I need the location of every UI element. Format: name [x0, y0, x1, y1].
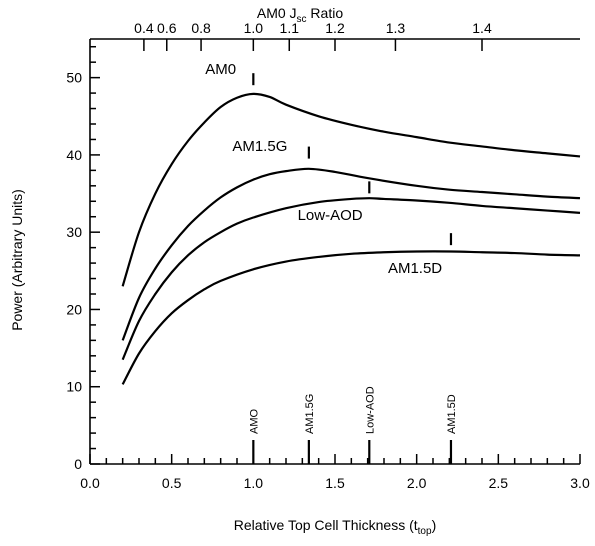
y-tick-label: 0: [74, 456, 82, 472]
y-tick-label: 40: [66, 147, 82, 163]
y-tick-label: 20: [66, 301, 82, 317]
x-tick-label: 2.0: [407, 475, 427, 491]
bottom-marker-label: AM1.5G: [304, 394, 316, 434]
series-label-am0: AM0: [205, 61, 236, 78]
y-tick-label: 50: [66, 70, 82, 86]
series-line-am1-5d: [121, 250, 581, 385]
y-tick-label: 30: [66, 224, 82, 240]
top-axis-title: AM0 Jsc Ratio: [257, 5, 343, 25]
series-label-am1-5g: AM1.5G: [232, 138, 287, 155]
top-tick-label: 1.2: [325, 20, 345, 36]
plot-frame: [89, 38, 580, 465]
y-axis-title: Power (Arbitrary Units): [9, 189, 25, 331]
top-tick-label: 0.8: [191, 20, 211, 36]
top-tick-label: 0.6: [157, 20, 177, 36]
y-axis-ticks: 0 10 20 30 40 50: [66, 45, 100, 472]
x-tick-label: 0.5: [162, 475, 182, 491]
x-tick-label: 2.5: [489, 475, 509, 491]
series-label-low-aod: Low-AOD: [298, 207, 363, 224]
x-tick-label: 1.0: [244, 475, 264, 491]
x-axis-title: Relative Top Cell Thickness (ttop): [234, 517, 436, 537]
series-line-low-aod: [121, 197, 581, 361]
bottom-marker-label: Low-AOD: [364, 386, 376, 434]
x-tick-label: 3.0: [570, 475, 590, 491]
top-tick-label: 1.4: [472, 20, 492, 36]
bottom-marker-label: AMO: [248, 409, 260, 435]
top-tick-label: 1.0: [244, 20, 264, 36]
top-tick-label: 0.4: [134, 20, 154, 36]
series-label-am1-5d: AM1.5D: [388, 260, 442, 277]
bottom-markers: AMO AM1.5G Low-AOD AM1.5D: [248, 386, 458, 464]
bottom-marker-label: AM1.5D: [446, 394, 458, 434]
x-axis-ticks: 0.0 0.5 1.0 1.5 2.0 2.5 3.0: [80, 454, 590, 491]
series-lines: AM0 AM1.5G Low-AOD AM1.5D: [121, 61, 581, 385]
y-tick-label: 10: [66, 379, 82, 395]
top-tick-label: 1.3: [386, 20, 406, 36]
top-axis-ticks: 0.4 0.6 0.8 1.0 1.1 1.2 1.3 1.4: [134, 20, 492, 51]
x-tick-label: 1.5: [325, 475, 345, 491]
x-tick-label: 0.0: [80, 475, 100, 491]
series-line-am1-5g: [121, 167, 581, 341]
top-tick-label: 1.1: [280, 20, 300, 36]
series-line-am0: [121, 92, 581, 287]
